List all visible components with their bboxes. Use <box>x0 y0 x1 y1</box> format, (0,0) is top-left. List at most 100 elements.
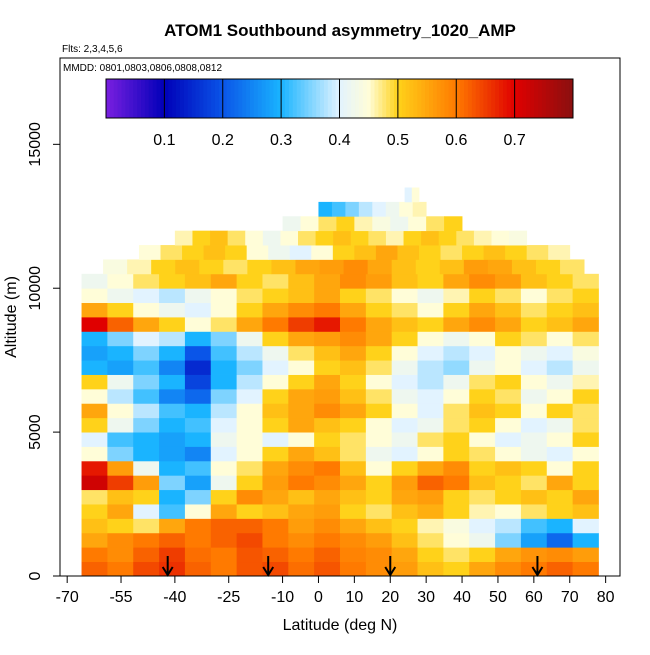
heat-cell <box>520 446 548 462</box>
heat-cell <box>495 360 522 375</box>
colorbar-segment <box>351 79 356 118</box>
heat-cell <box>495 302 522 318</box>
heat-cell <box>495 446 522 462</box>
heat-cell <box>546 518 574 534</box>
heat-cell <box>443 432 470 447</box>
heat-cell <box>469 417 496 433</box>
heat-cell <box>318 216 337 232</box>
heat-cell <box>572 388 599 404</box>
heat-cell <box>469 288 496 304</box>
heat-cell <box>358 201 373 217</box>
heat-cell <box>236 504 263 519</box>
heat-cell <box>444 216 463 232</box>
colorbar-segment <box>382 79 387 118</box>
heat-cell <box>133 345 160 361</box>
heat-cell <box>546 504 574 519</box>
x-tick-label: -25 <box>217 589 240 606</box>
heat-cell <box>159 360 186 375</box>
heat-cell <box>340 273 367 289</box>
colorbar-segment <box>393 79 399 118</box>
heat-cell <box>572 547 599 563</box>
heat-cell <box>182 245 204 260</box>
heat-cell <box>417 475 444 491</box>
heat-cell <box>412 201 427 217</box>
heat-cell <box>391 403 418 419</box>
colorbar-segment <box>514 79 520 118</box>
heat-cell <box>417 374 444 390</box>
heat-cell <box>546 532 574 548</box>
heat-cell <box>443 288 470 304</box>
flights-note: Flts: 2,3,4,5,6 <box>62 44 123 55</box>
heat-cell <box>340 460 367 476</box>
heat-cell <box>365 475 393 491</box>
heat-cell <box>159 331 186 347</box>
heat-cell <box>365 288 393 304</box>
heat-cell <box>184 504 212 519</box>
heat-cell <box>365 432 393 447</box>
profile-markers <box>161 556 544 577</box>
colorbar-segment <box>553 79 558 118</box>
colorbar-segment <box>569 79 574 118</box>
heat-cell <box>469 273 496 289</box>
heat-cell <box>314 388 341 404</box>
heat-cell <box>391 561 418 577</box>
colorbar-segment <box>355 79 360 118</box>
heat-cell <box>210 273 238 289</box>
heat-cell <box>572 532 599 548</box>
heat-cell <box>184 417 212 433</box>
heat-cell <box>340 432 367 447</box>
heat-cell <box>391 388 418 404</box>
heat-cell <box>107 504 134 519</box>
heat-cell <box>391 532 418 548</box>
heat-cell <box>262 273 289 289</box>
heat-cell <box>159 417 186 433</box>
heat-cell <box>107 317 134 332</box>
x-tick-label: 80 <box>597 589 615 606</box>
heat-cell <box>443 345 470 361</box>
heat-cell <box>495 374 522 390</box>
heat-cell <box>385 230 404 246</box>
heat-cell <box>107 360 134 375</box>
heat-cell <box>262 547 289 563</box>
heat-cell <box>495 388 522 404</box>
heat-cell <box>572 432 599 447</box>
heat-cell <box>282 216 301 232</box>
colorbar-segment <box>448 79 453 118</box>
dates-note: MMDD: 0801,0803,0806,0808,0812 <box>63 63 222 74</box>
heat-cell <box>262 331 289 347</box>
heat-cell <box>133 360 160 375</box>
heat-cell <box>210 388 238 404</box>
heat-cell <box>151 259 176 275</box>
heat-cell <box>546 273 574 289</box>
colorbar-tick-label: 0.4 <box>328 132 350 149</box>
heat-cell <box>133 403 160 419</box>
heat-cell <box>495 518 522 534</box>
heat-cell <box>262 403 289 419</box>
heat-cell <box>469 345 496 361</box>
heat-cell <box>210 345 238 361</box>
heat-cell <box>340 475 367 491</box>
heat-cell <box>318 201 333 217</box>
colorbar-segment <box>121 79 126 118</box>
heat-cell <box>184 432 212 447</box>
heat-cell <box>210 561 238 577</box>
heat-cell <box>107 302 134 318</box>
heat-cell <box>391 432 418 447</box>
heat-cell <box>159 302 186 318</box>
x-tick-label: -40 <box>163 589 186 606</box>
colorbar-segment <box>199 79 204 118</box>
heat-cell <box>210 432 238 447</box>
heat-cell <box>418 245 441 260</box>
heat-cell <box>199 259 224 275</box>
heat-cell <box>365 446 393 462</box>
heat-cell <box>236 288 263 304</box>
heat-cell <box>340 331 367 347</box>
colorbar-segment <box>296 79 302 118</box>
heat-cell <box>368 230 387 246</box>
heat-cell <box>572 331 599 347</box>
colorbar-segment <box>506 79 512 118</box>
heat-cell <box>397 245 420 260</box>
heat-cell <box>495 547 522 563</box>
heat-cell <box>210 360 238 375</box>
heat-cell <box>456 230 475 246</box>
